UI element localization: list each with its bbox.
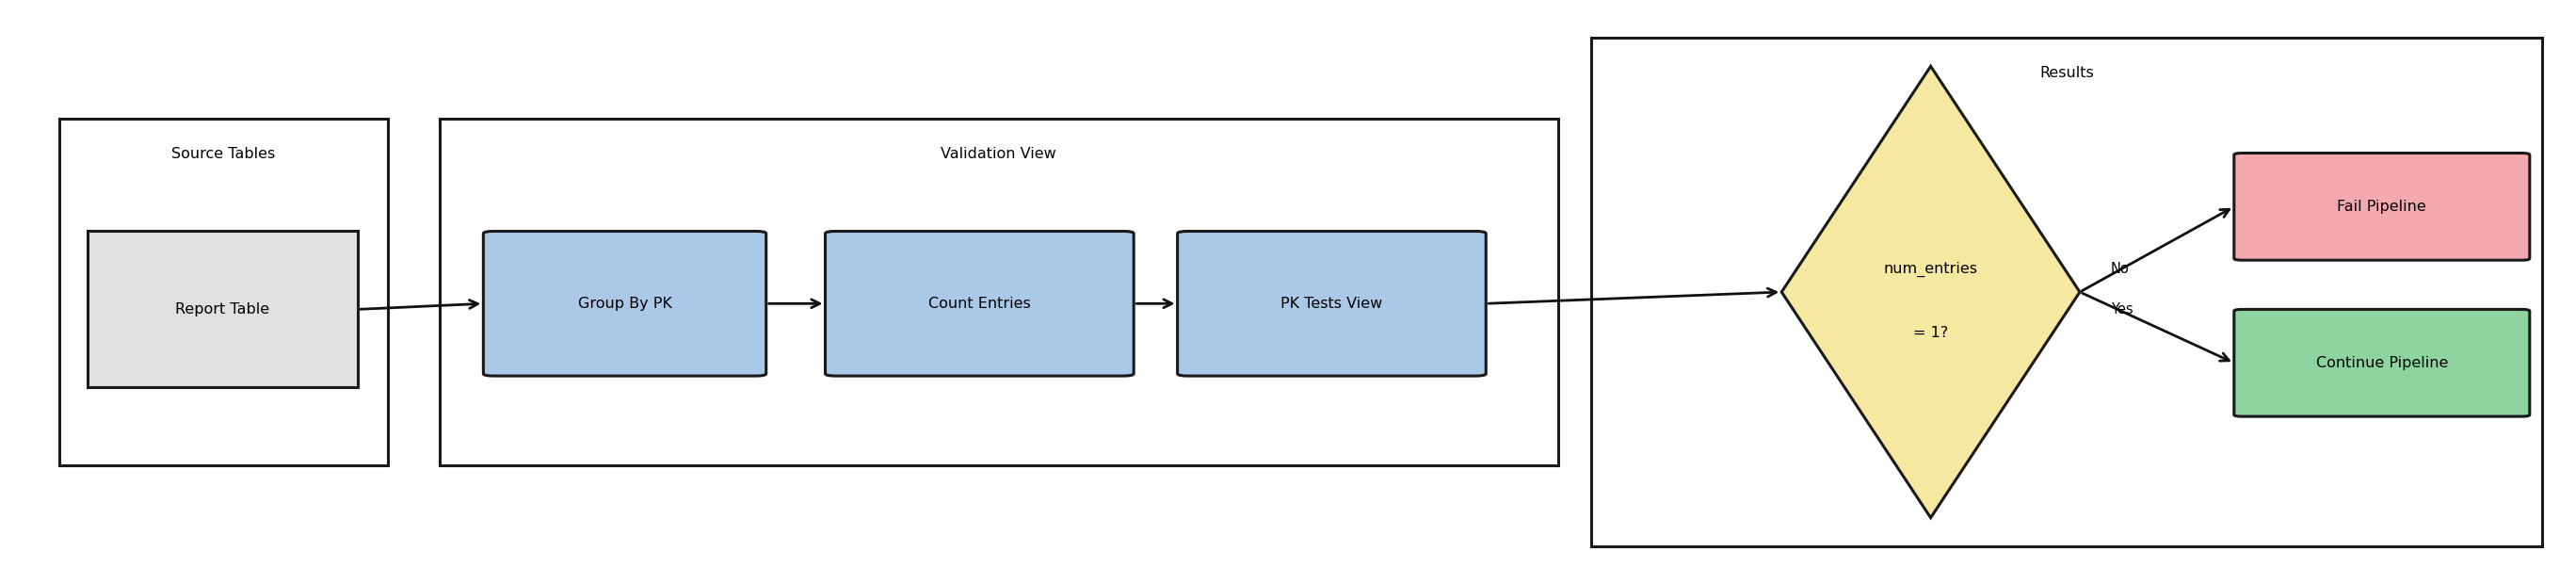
Text: Count Entries: Count Entries (927, 297, 1030, 311)
FancyBboxPatch shape (824, 231, 1133, 376)
Text: Results: Results (2040, 66, 2094, 81)
Text: num_entries: num_entries (1883, 261, 1978, 276)
FancyBboxPatch shape (484, 231, 765, 376)
Text: Yes: Yes (2110, 303, 2133, 317)
Bar (88, 231, 358, 388)
Text: Fail Pipeline: Fail Pipeline (2336, 200, 2427, 214)
Text: Report Table: Report Table (175, 303, 270, 317)
Text: Continue Pipeline: Continue Pipeline (2316, 356, 2447, 370)
FancyBboxPatch shape (2233, 310, 2530, 416)
FancyBboxPatch shape (2233, 153, 2530, 260)
Text: Source Tables: Source Tables (173, 147, 276, 161)
Text: Validation View: Validation View (940, 147, 1056, 161)
Text: No: No (2110, 262, 2130, 276)
Bar (59, 119, 389, 465)
Bar (440, 119, 1558, 465)
Text: PK Tests View: PK Tests View (1280, 297, 1383, 311)
Polygon shape (1783, 66, 2079, 518)
Text: = 1?: = 1? (1914, 325, 1947, 339)
Bar (1592, 37, 2543, 547)
FancyBboxPatch shape (1177, 231, 1486, 376)
Text: Group By PK: Group By PK (577, 297, 672, 311)
